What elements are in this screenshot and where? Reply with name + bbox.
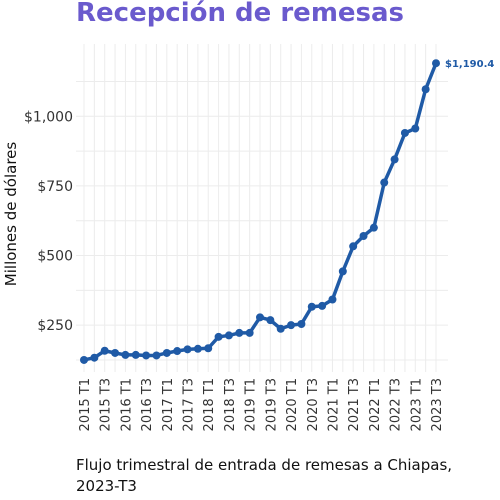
data-point (380, 178, 389, 187)
data-point (390, 155, 399, 164)
data-point (193, 344, 202, 353)
data-point (224, 331, 233, 340)
data-point (421, 85, 430, 94)
data-point (90, 353, 99, 362)
x-tick-label: 2023 T3 (430, 378, 445, 431)
x-tick-label: 2019 T1 (244, 378, 259, 431)
data-point (266, 316, 275, 325)
data-point (121, 350, 130, 359)
chart-title: Recepción de remesas (76, 0, 405, 28)
data-point (359, 232, 368, 241)
data-point (411, 124, 420, 133)
data-point (432, 59, 440, 68)
y-tick-label: $1,000 (24, 109, 73, 125)
x-tick-label: 2017 T1 (161, 378, 176, 431)
data-point (400, 128, 409, 137)
data-point (162, 348, 171, 357)
x-tick-label: 2018 T1 (202, 378, 217, 431)
data-point (204, 344, 213, 353)
x-tick-label: 2021 T3 (347, 378, 362, 431)
data-point (369, 223, 378, 232)
data-point (349, 242, 358, 251)
x-tick-label: 2016 T3 (140, 378, 155, 431)
x-tick-label: 2015 T1 (78, 378, 93, 431)
data-point (173, 347, 182, 356)
x-tick-label: 2020 T1 (285, 378, 300, 431)
data-point (183, 345, 192, 354)
x-axis-ticks: 2015 T1 2015 T3 2016 T1 2016 T3 2017 T1 2017 … (78, 378, 445, 431)
end-value-label: $1,190.4 (445, 59, 494, 70)
x-tick-label: 2022 T1 (368, 378, 383, 431)
x-tick-label: 2015 T3 (99, 378, 114, 431)
data-point (287, 321, 296, 330)
y-tick-label: $250 (37, 318, 73, 334)
grid-layer (76, 44, 448, 372)
data-point (276, 324, 285, 333)
x-tick-label: 2017 T3 (182, 378, 197, 431)
data-point (142, 351, 151, 360)
y-tick-label: $500 (37, 249, 73, 265)
x-tick-label: 2018 T3 (223, 378, 238, 431)
x-tick-label: 2020 T3 (306, 378, 321, 431)
data-point (307, 302, 316, 311)
data-point (256, 313, 264, 322)
data-point (131, 350, 140, 359)
data-point (328, 295, 337, 304)
data-points (80, 59, 440, 364)
x-tick-label: 2022 T3 (389, 378, 404, 431)
data-point (100, 346, 109, 355)
x-tick-label: 2019 T3 (264, 378, 279, 431)
y-axis-title: Millones de dólares (2, 142, 20, 287)
data-point (80, 355, 88, 364)
y-tick-label: $750 (37, 179, 73, 195)
data-point (245, 328, 254, 337)
y-axis-ticks: $250 $500 $750 $1,000 (24, 109, 73, 334)
data-point (338, 267, 347, 276)
data-point (297, 320, 306, 329)
data-point (235, 328, 244, 337)
data-point (111, 348, 120, 357)
x-tick-label: 2021 T1 (326, 378, 341, 431)
data-point (214, 332, 223, 341)
data-point (152, 351, 161, 360)
data-point (318, 301, 327, 310)
x-tick-label: 2016 T1 (119, 378, 134, 431)
x-tick-label: 2023 T1 (409, 378, 424, 431)
chart-caption: Flujo trimestral de entrada de remesas a… (76, 456, 453, 495)
